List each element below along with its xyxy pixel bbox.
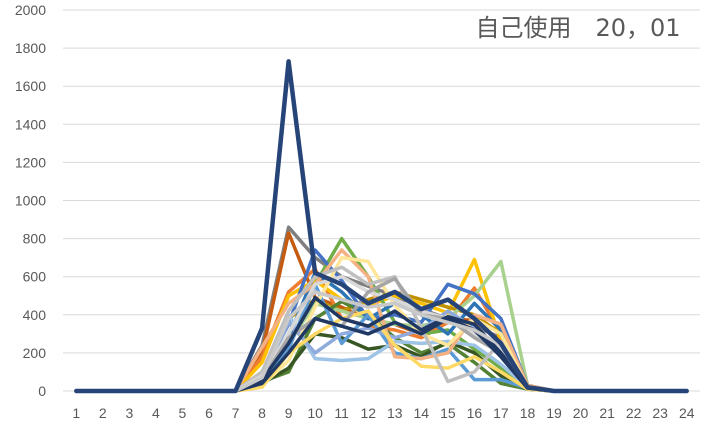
series-line-1: [74, 59, 689, 394]
series-line-10: [74, 332, 689, 393]
x-tick-label: 15: [440, 405, 456, 421]
x-tick-label: 7: [232, 405, 240, 421]
series-line-24: [74, 290, 689, 393]
y-tick-label: 1400: [15, 116, 46, 132]
x-tick-label: 16: [467, 405, 483, 421]
y-tick-label: 800: [23, 231, 47, 247]
y-axis-tick-labels: 0 200 400 600 800 1000 1200 1400 1600 1800 2000: [15, 2, 46, 399]
x-tick-label: 5: [179, 405, 187, 421]
y-tick-label: 0: [38, 383, 46, 399]
x-tick-label: 19: [546, 405, 562, 421]
x-tick-label: 12: [360, 405, 376, 421]
y-tick-label: 1000: [15, 193, 46, 209]
x-tick-label: 6: [205, 405, 213, 421]
y-tick-label: 2000: [15, 2, 46, 18]
x-tick-label: 10: [307, 405, 323, 421]
y-tick-label: 600: [23, 269, 47, 285]
x-tick-label: 21: [599, 405, 615, 421]
x-tick-label: 2: [99, 405, 107, 421]
x-tick-label: 14: [414, 405, 430, 421]
y-tick-label: 400: [23, 307, 47, 323]
x-tick-label: 17: [493, 405, 509, 421]
x-tick-label: 3: [125, 405, 133, 421]
x-tick-label: 22: [626, 405, 642, 421]
series-line-23: [74, 316, 689, 393]
x-tick-label: 8: [258, 405, 266, 421]
y-tick-label: 1200: [15, 154, 46, 170]
x-tick-label: 18: [520, 405, 536, 421]
y-tick-label: 1800: [15, 40, 46, 56]
x-tick-label: 1: [72, 405, 80, 421]
series-lines: [74, 59, 689, 394]
y-tick-label: 200: [23, 345, 47, 361]
x-tick-label: 23: [652, 405, 668, 421]
x-tick-label: 13: [387, 405, 403, 421]
x-tick-label: 4: [152, 405, 160, 421]
x-tick-label: 20: [573, 405, 589, 421]
y-tick-label: 1600: [15, 78, 46, 94]
x-tick-label: 24: [679, 405, 695, 421]
x-axis-tick-labels: 1 2 3 4 5 6 7 8 9 10 11 12 13 14 15 16 17 18 19 20 21 22 23 24: [72, 405, 694, 421]
x-tick-label: 11: [334, 405, 349, 421]
gridlines: [63, 9, 700, 392]
chart-title: 自己使用 20，01: [475, 14, 680, 42]
x-tick-label: 9: [285, 405, 293, 421]
